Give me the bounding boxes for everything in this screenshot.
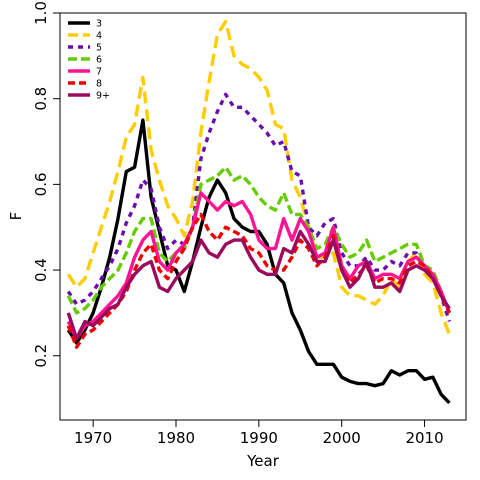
legend-label-2: 4 — [96, 31, 102, 42]
y-tick-label: 0.8 — [32, 87, 50, 111]
y-axis-title: F — [7, 212, 25, 221]
y-tick-label: 0.2 — [32, 344, 50, 368]
x-axis-title: Year — [246, 452, 280, 470]
series-layer — [66, 19, 452, 405]
x-tick-label: 2000 — [323, 429, 361, 447]
legend-label-1: 3 — [96, 19, 102, 30]
x-axis: 1970 1980 1990 2000 2010 — [74, 420, 444, 447]
x-tick-label: 1990 — [240, 429, 278, 447]
legend-label-4: 6 — [96, 55, 102, 66]
legend-label-5: 7 — [96, 67, 102, 78]
series-line-5 — [66, 191, 451, 341]
series-line-7 — [66, 229, 451, 341]
y-tick-label: 1.0 — [32, 1, 50, 25]
x-tick-label: 1980 — [157, 429, 195, 447]
series-line-2 — [66, 19, 451, 335]
legend-label-3: 5 — [96, 43, 102, 54]
plot-frame — [59, 12, 467, 421]
y-axis: 0.2 0.4 0.6 0.8 1.0 — [32, 1, 60, 368]
legend-label-6: 8 — [96, 79, 102, 90]
series-line-1 — [66, 118, 451, 405]
x-tick-label: 2010 — [405, 429, 443, 447]
legend-label-7: 9+ — [96, 91, 110, 102]
y-tick-label: 0.4 — [32, 258, 50, 282]
y-tick-label: 0.6 — [32, 172, 50, 196]
series-line-3 — [66, 92, 452, 323]
x-tick-label: 1970 — [74, 429, 112, 447]
